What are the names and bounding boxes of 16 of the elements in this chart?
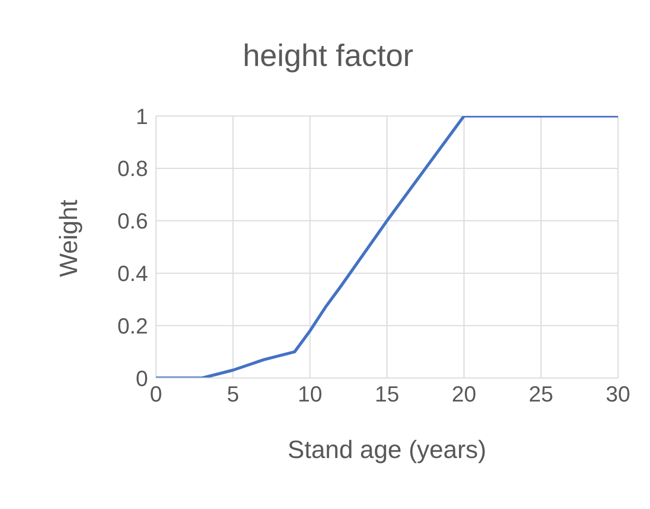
chart-title: height factor [242,38,414,74]
x-tick-label: 5 [226,382,240,407]
y-tick-label: 0 [136,366,148,391]
x-tick-label: 30 [606,382,630,407]
x-tick-label: 20 [452,382,476,407]
x-axis-title: Stand age (years) [288,436,486,464]
x-tick-label: 10 [298,382,322,407]
x-tick-label: 15 [374,382,400,407]
y-tick-label: 0.6 [117,208,148,234]
line-series [156,116,618,378]
y-axis-title: Weight [54,200,83,277]
y-tick-label: 0.8 [117,156,148,182]
y-tick-label: 0.4 [117,261,148,286]
y-tick-label: 0.2 [117,313,148,338]
x-tick-label: 25 [528,382,554,407]
y-tick-label: 1 [136,104,148,129]
